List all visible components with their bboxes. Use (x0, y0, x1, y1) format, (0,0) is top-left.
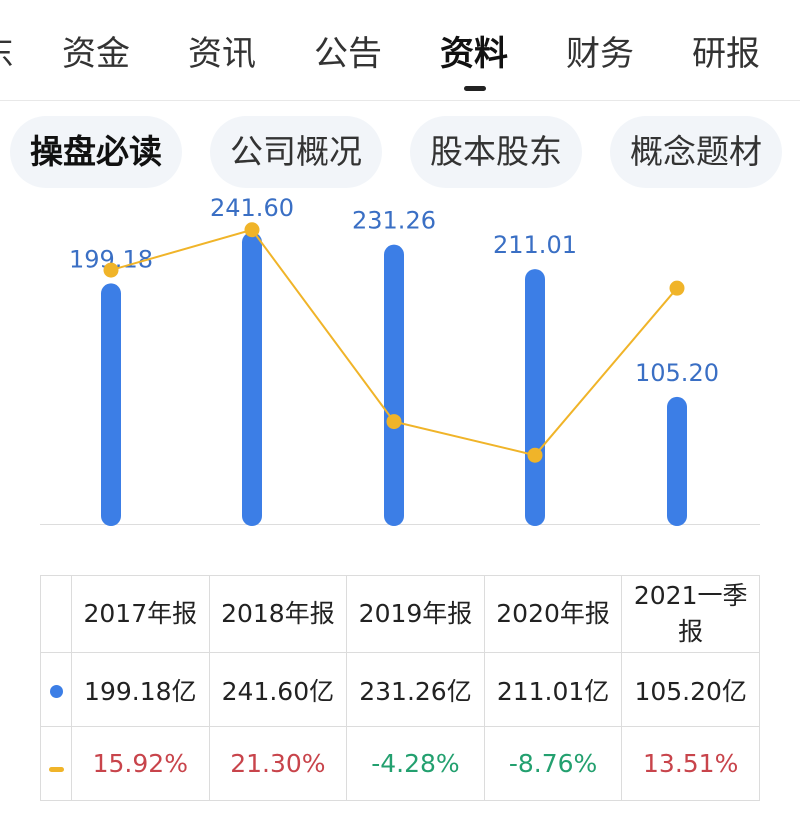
bar (525, 269, 545, 526)
header-cell: 2018年报 (208, 575, 348, 653)
subtab-concepts[interactable]: 概念题材 (610, 116, 782, 188)
header-cell: 2020年报 (483, 575, 623, 653)
growth-cell: 13.51% (621, 726, 760, 801)
tab-profile[interactable]: 资料 (440, 34, 508, 74)
bar (384, 244, 404, 526)
line-legend-dash-icon (48, 767, 64, 772)
bar (242, 232, 262, 526)
header-cell: 2017年报 (71, 575, 210, 653)
bar-value-label: 105.20 (635, 359, 719, 387)
tab-announcements[interactable]: 公告 (314, 34, 382, 74)
line-series-marker (40, 726, 72, 801)
tab-research[interactable]: 研报 (692, 34, 760, 74)
bar-value-label: 231.26 (352, 207, 436, 235)
bar-value-label: 211.01 (493, 231, 577, 259)
tab-partial[interactable]: 东 (0, 26, 14, 75)
tab-capital[interactable]: 资金 (62, 34, 130, 74)
growth-cell: -4.28% (346, 726, 485, 801)
top-tab-bar: 东 资金 资讯 公告 资料 财务 研报 (0, 0, 800, 101)
value-cell: 211.01亿 (483, 652, 623, 727)
growth-cell: -8.76% (483, 726, 623, 801)
bar (101, 283, 121, 526)
revenue-chart: 199.18 241.60 231.26 211.01 105.20 (0, 192, 800, 532)
growth-point (103, 262, 119, 278)
value-cell: 105.20亿 (621, 652, 760, 727)
bar (667, 396, 687, 526)
value-cell: 199.18亿 (71, 652, 210, 727)
tab-finance[interactable]: 财务 (566, 34, 634, 74)
growth-point (669, 280, 685, 296)
subtab-company-overview[interactable]: 公司概况 (210, 116, 382, 188)
header-cell: 2021一季报 (621, 575, 760, 653)
bar-legend-dot-icon (49, 685, 63, 698)
value-cell: 241.60亿 (208, 652, 348, 727)
growth-point (386, 414, 402, 430)
table-row-growth: 15.92% 21.30% -4.28% -8.76% 13.51% (40, 726, 760, 801)
tab-news[interactable]: 资讯 (188, 34, 256, 74)
table-row-values: 199.18亿 241.60亿 231.26亿 211.01亿 105.20亿 (40, 652, 760, 727)
bar-value-label: 241.60 (210, 194, 294, 222)
data-table: 2017年报 2018年报 2019年报 2020年报 2021一季报 199.… (40, 575, 760, 801)
value-cell: 231.26亿 (346, 652, 485, 727)
sub-tab-bar: 操盘必读 公司概况 股本股东 概念题材 (0, 116, 800, 188)
growth-point (527, 447, 543, 463)
table-header-row: 2017年报 2018年报 2019年报 2020年报 2021一季报 (40, 575, 760, 653)
bar-series-marker (40, 652, 72, 727)
header-cell: 2019年报 (346, 575, 485, 653)
subtab-trading-must-read[interactable]: 操盘必读 (10, 116, 182, 188)
growth-point (244, 222, 260, 238)
subtab-shareholders[interactable]: 股本股东 (410, 116, 582, 188)
active-tab-indicator (464, 86, 486, 91)
growth-cell: 15.92% (71, 726, 210, 801)
header-marker-cell (40, 575, 72, 653)
growth-cell: 21.30% (208, 726, 348, 801)
